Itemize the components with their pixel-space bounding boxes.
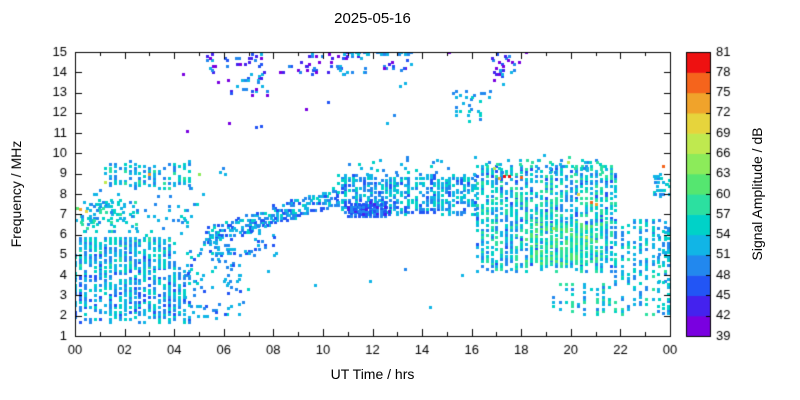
chart-title: 2025-05-16 xyxy=(334,10,411,27)
colorbar-label: Signal Amplitude / dB xyxy=(749,127,765,261)
y-axis-label: Frequency / MHz xyxy=(8,140,24,248)
x-axis-label: UT Time / hrs xyxy=(330,366,415,382)
